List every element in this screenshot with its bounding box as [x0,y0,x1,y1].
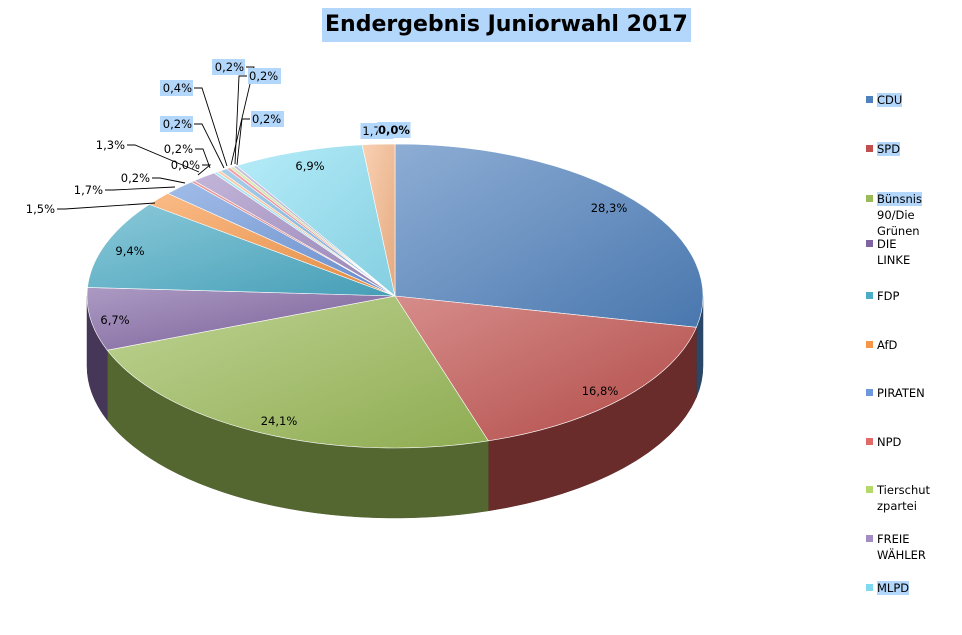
legend-swatch [866,389,873,396]
data-label-9: 1,3% [96,138,125,152]
legend-label: PIRATEN [877,385,959,401]
leader-line-12 [194,87,228,167]
data-labels: 28,3% 16,8% 24,1% 6,7% 9,4% 1,5% 1,7% 0,2% 0,0% 1… [26,59,628,428]
legend-label-line: NPD [877,435,902,449]
legend-label: NPD [877,434,959,450]
legend-swatch [866,240,873,247]
legend-label-line: Tierschut [877,483,931,497]
leader-line-14 [234,75,247,165]
data-label-10: 0,2% [164,142,193,156]
legend-label-line: AfD [877,338,898,352]
data-label-8: 0,0% [171,158,200,172]
legend-label-line: PIRATEN [877,386,925,400]
data-label-12: 0,4% [163,81,192,95]
label-highlight-18 [377,122,411,138]
leader-line-13 [230,66,255,166]
legend-entry: CDU [866,92,959,108]
legend-swatch [866,195,873,202]
legend-entry: Tierschut zpartei [866,482,959,514]
pie-slice-1 [394,295,697,442]
legend-label-line: Grünen [877,224,920,238]
legend-label: DIE LINKE [877,236,959,268]
pie-slice-2 [106,295,489,449]
legend-entry: FREIE WÄHLER [866,531,959,563]
legend-entry: PIRATEN [866,385,959,401]
legend-label-line: DIE [877,237,897,251]
legend-entry: NPD [866,434,959,450]
legend-label: Tierschut zpartei [877,482,959,514]
legend-entry: AfD [866,337,959,353]
legend-swatch [866,438,873,445]
leader-line-6 [105,186,176,191]
chart-title: Endergebnis Juniorwahl 2017 [322,8,691,42]
legend-label-line: LINKE [877,253,911,267]
pie-side-walls [86,295,704,519]
data-label-1: 16,8% [582,384,619,398]
legend-entry: FDP [866,288,959,304]
data-label-15: 0,2% [252,112,281,126]
data-label-0: 28,3% [591,201,628,215]
legend-swatch [866,96,873,103]
legend-label: SPD [877,141,959,157]
pie-slice-3 [86,287,396,351]
data-label-6: 1,7% [74,183,103,197]
leader-line-8 [197,164,212,176]
leader-line-15 [236,118,250,166]
legend-label: FDP [877,288,959,304]
data-label-2: 24,1% [261,414,298,428]
pie-top [86,143,704,449]
legend-label-line: FREIE [877,532,910,546]
legend-label-line: Bünsnis [877,192,922,206]
leader-line-9 [127,144,200,173]
pie-slice-17 [361,143,396,297]
legend-entry: MLPD [866,580,959,596]
data-label-7: 0,2% [121,171,150,185]
data-label-18: 0,0% [378,123,410,137]
label-highlight-11 [160,116,193,132]
leader-line-11 [194,123,225,169]
legend-entry: DIE LINKE [866,236,959,268]
label-highlight-13 [212,59,245,75]
pie-slice-16 [235,144,396,297]
leader-line-5 [57,202,156,210]
legend-label-line: MLPD [877,581,910,595]
legend-swatch [866,341,873,348]
legend-entry: Bünsnis 90/Die Grünen [866,191,959,239]
legend-swatch [866,486,873,493]
data-label-5: 1,5% [26,202,55,216]
legend-label-line: 90/Die [877,208,915,222]
label-highlight-12 [160,80,193,96]
legend-label: CDU [877,92,959,108]
legend-label: Bünsnis 90/Die Grünen [877,191,959,239]
legend-entry: SPD [866,141,959,157]
legend-label: FREIE WÄHLER [877,531,959,563]
leader-line-7 [152,177,186,184]
legend-swatch [866,145,873,152]
pie-slice-4 [87,204,396,297]
leader-line-10 [195,148,211,169]
data-label-14: 0,2% [249,69,278,83]
pie-slice-0 [394,143,704,328]
legend-label: AfD [877,337,959,353]
legend-label: MLPD [877,580,959,596]
legend-label-line: CDU [877,93,903,107]
legend-swatch [866,535,873,542]
data-label-11: 0,2% [163,117,192,131]
label-highlight-14 [248,68,281,84]
legend-label-line: SPD [877,142,901,156]
legend-label-line: WÄHLER [877,548,926,562]
legend-label-line: zpartei [877,499,917,513]
legend-swatch [866,584,873,591]
data-label-4: 9,4% [115,244,144,258]
legend-label-line: FDP [877,289,900,303]
label-highlight-15 [251,111,284,127]
legend-swatch [866,292,873,299]
data-label-13: 0,2% [215,60,244,74]
data-label-16: 6,9% [295,159,324,173]
data-label-3: 6,7% [100,313,129,327]
